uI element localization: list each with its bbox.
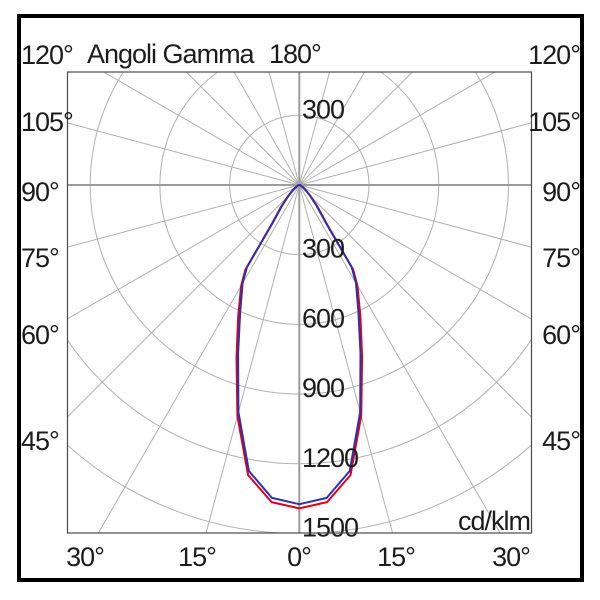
left-angle-label-105: 105° [21,107,74,137]
top-angle-label: 180° [269,39,322,69]
bottom-angle-label-15l: 15° [178,542,217,572]
bottom-angle-label-30r: 30° [492,542,531,572]
chart-title: Angoli Gamma [87,39,255,69]
curve-c90-c270 [237,184,362,506]
polar-grid-ray [298,184,532,418]
left-angle-label-120: 120° [21,40,74,70]
right-angle-label-75: 75° [542,243,581,273]
right-angle-label-120: 120° [528,40,581,70]
polar-grid-ray [298,184,394,533]
left-angle-label-60: 60° [21,320,60,350]
unit-label: cd/klm [457,506,531,536]
left-angle-label-45: 45° [21,426,60,456]
polar-grid-ray [67,122,300,186]
polar-grid-ray [298,72,366,186]
right-angle-label-90: 90° [542,177,581,207]
right-angle-label-105: 105° [528,107,581,137]
outer-frame [17,14,584,582]
radial-tick-label-top: 300 [302,94,344,124]
polar-grid-ray [299,184,532,248]
polar-grid-ray [185,72,300,186]
left-angle-label-90: 90° [21,177,60,207]
bottom-angle-label-0: 0° [287,542,312,572]
polar-grid-ray [298,72,414,186]
polar-grid-ray [205,184,300,533]
polar-grid-ray [67,184,300,248]
radial-tick-label: 900 [302,373,344,403]
polar-grid-ray [233,72,300,186]
right-angle-label-60: 60° [542,320,581,350]
radial-tick-label: 300 [302,234,344,264]
polar-grid-ray [102,72,300,186]
plot-border [66,71,533,534]
left-angle-label-75: 75° [21,243,60,273]
bottom-angle-label-15r: 15° [377,542,416,572]
bottom-angle-label-30l: 30° [66,542,105,572]
radial-tick-label: 1200 [302,443,358,473]
right-angle-label-45: 45° [542,426,581,456]
radial-tick-label: 600 [302,303,344,333]
polar-grid-ray [299,72,497,186]
radial-tick-label: 1500 [302,513,358,543]
polar-grid-ray [67,184,300,418]
polar-grid-ray [299,184,532,320]
polar-grid-ray [299,122,532,186]
polar-grid-ray [67,184,300,320]
